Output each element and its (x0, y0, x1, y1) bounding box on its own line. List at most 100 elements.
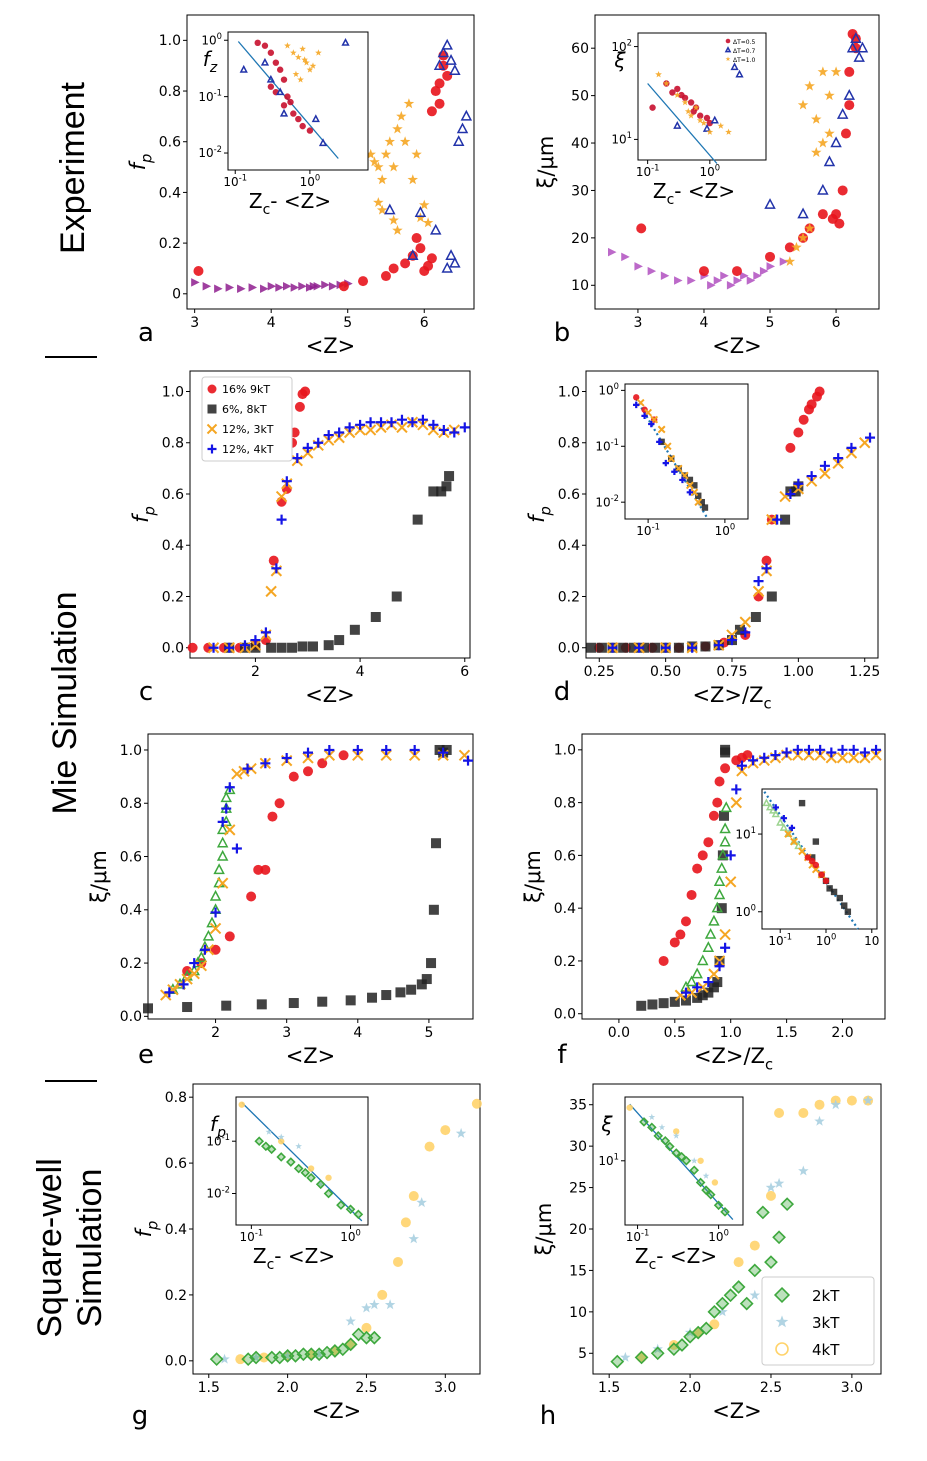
data-point (369, 1299, 380, 1310)
data-point (338, 750, 349, 761)
data-point (321, 280, 330, 290)
data-point (207, 444, 217, 454)
data-point (714, 961, 725, 972)
data-point (792, 483, 805, 495)
data-point (708, 982, 719, 993)
data-point (837, 744, 848, 755)
data-point (673, 121, 682, 129)
data-point (193, 265, 204, 276)
data-point (306, 66, 314, 73)
data-point (859, 437, 871, 449)
series-12-4kt (208, 414, 470, 653)
data-point (415, 212, 426, 223)
data-point (438, 747, 449, 758)
data-point (698, 498, 705, 506)
data-point (773, 1286, 791, 1304)
y-tick-label: 10 (571, 278, 589, 294)
x-tick-label: 10-1 (636, 163, 660, 179)
data-point (442, 70, 453, 81)
data-point (717, 1306, 728, 1317)
y-tick-label: 10 (569, 1305, 587, 1321)
data-point (649, 104, 656, 111)
data-point (719, 835, 731, 847)
data-point (725, 850, 736, 861)
series-navy (764, 32, 869, 219)
x-tick-label: 5 (766, 315, 775, 331)
legend-label: 12%, 3kT (222, 423, 274, 436)
data-point (781, 747, 792, 758)
data-point (456, 122, 469, 134)
data-point (408, 1191, 419, 1202)
x-axis-label: <Z> (286, 1044, 336, 1068)
x-tick-label: 1.0 (720, 1025, 742, 1041)
data-point (361, 1302, 372, 1313)
data-point (699, 1321, 714, 1336)
inset-legend-label: ΔT=1.0 (733, 57, 756, 64)
data-point (349, 624, 360, 635)
data-point (302, 442, 313, 453)
data-point (318, 138, 328, 147)
data-point (647, 1122, 657, 1133)
data-point (254, 1136, 265, 1147)
y-tick-label: 101 (735, 825, 756, 841)
y-axis-label: ξ/μm (534, 136, 558, 189)
x-tick-label: 10-1 (223, 173, 247, 189)
data-point (246, 891, 257, 902)
data-point (788, 824, 796, 832)
data-point (784, 256, 796, 266)
y-tick-label: 5 (578, 1346, 587, 1362)
data-point (416, 1197, 427, 1208)
data-point (415, 243, 426, 254)
data-point (275, 490, 288, 503)
chart-panel-h: 1.5 2.0 2.5 3.0 5 10 15 20 25 30 35 <Z> ξ/μm h 2kT 3kT 4… (532, 1083, 882, 1431)
data-point (658, 1123, 666, 1131)
y-tick-label: 0.8 (159, 84, 181, 100)
data-point (384, 203, 396, 215)
y-tick-label: 10-2 (595, 493, 619, 509)
data-point (761, 555, 772, 566)
data-point (774, 1108, 785, 1118)
data-point (724, 876, 737, 888)
data-point (865, 432, 876, 443)
data-point (812, 861, 820, 869)
y-axis-label: ξ/μm (532, 1203, 556, 1256)
data-point (428, 486, 439, 497)
data-point (384, 136, 395, 147)
y-tick-label: 30 (571, 183, 589, 199)
data-point (281, 476, 292, 487)
x-tick-label: 10-1 (626, 1228, 650, 1244)
data-point (313, 1348, 325, 1359)
data-point (195, 951, 208, 962)
data-point (449, 427, 460, 438)
x-tick-label: 5 (343, 315, 352, 331)
data-point (780, 814, 788, 822)
data-point (846, 1095, 857, 1106)
data-point (702, 1172, 710, 1179)
data-point (355, 419, 366, 430)
data-point (388, 214, 399, 225)
data-point (276, 514, 287, 525)
x-tick-label: 0.75 (716, 664, 747, 680)
data-point (221, 1000, 232, 1011)
data-point (713, 1200, 724, 1211)
data-point (658, 955, 669, 966)
chart-panel-e: 2 3 4 5 0.0 0.2 0.4 0.6 0.8 1.0 <Z> ξ/μm e (87, 733, 474, 1070)
x-tick-label: 3.0 (841, 1380, 863, 1396)
data-point (607, 642, 618, 653)
data-point (299, 45, 306, 52)
data-point (334, 635, 345, 646)
data-point (725, 56, 731, 61)
inset-frame (624, 383, 749, 520)
data-point (780, 1197, 795, 1212)
data-point (364, 424, 377, 436)
data-point (416, 979, 427, 990)
data-point (428, 419, 439, 430)
y-tick-label: 0.8 (162, 436, 184, 452)
data-point (719, 928, 731, 941)
data-point (708, 914, 720, 926)
data-point (720, 271, 729, 281)
data-point (249, 1350, 263, 1365)
inset-x-label: Zc- <Z> (653, 179, 735, 208)
